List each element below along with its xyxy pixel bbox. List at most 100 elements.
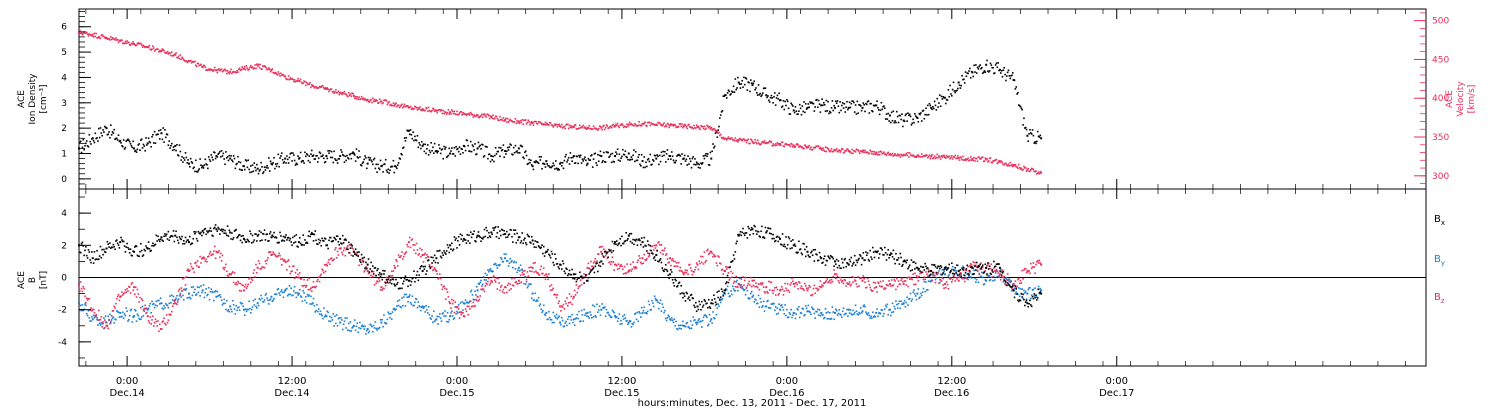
data-dot (981, 156, 984, 158)
data-dot (553, 164, 555, 167)
data-dot (234, 229, 237, 232)
data-dot (574, 318, 577, 320)
data-dot (437, 150, 439, 153)
data-dot (555, 123, 558, 126)
data-dot (535, 270, 537, 273)
data-dot (1000, 160, 1003, 163)
data-dot (748, 81, 750, 84)
data-dot (414, 301, 416, 304)
data-dot (533, 120, 536, 123)
data-dot (823, 282, 825, 285)
data-dot (576, 128, 579, 130)
data-dot (134, 293, 136, 296)
data-dot (768, 306, 770, 309)
data-dot (298, 272, 301, 274)
data-dot (243, 239, 246, 241)
data-dot (626, 319, 628, 322)
data-dot (224, 163, 226, 166)
data-dot (114, 248, 116, 251)
data-dot (406, 243, 408, 246)
data-dot (959, 87, 962, 89)
data-dot (862, 305, 865, 308)
data-dot (417, 301, 420, 303)
data-dot (418, 108, 420, 110)
data-dot (880, 151, 883, 153)
data-dot (822, 314, 824, 316)
data-dot (226, 225, 229, 227)
data-dot (353, 319, 356, 321)
data-dot (299, 78, 302, 81)
data-dot (212, 253, 214, 255)
data-dot (591, 265, 593, 268)
data-dot (897, 121, 900, 124)
data-dot (269, 251, 272, 253)
data-dot (910, 154, 913, 157)
data-point (490, 115, 493, 118)
data-dot (397, 104, 400, 106)
data-dot (239, 282, 242, 285)
data-dot (425, 305, 427, 307)
data-dot (626, 263, 628, 265)
data-dot (484, 145, 487, 148)
data-dot (168, 51, 171, 54)
data-dot (611, 152, 614, 155)
data-dot (453, 311, 456, 314)
data-dot (87, 35, 90, 37)
data-dot (328, 239, 330, 242)
data-dot (594, 314, 597, 317)
data-dot (97, 319, 99, 321)
data-dot (337, 254, 340, 256)
data-dot (811, 293, 814, 296)
data-dot (140, 316, 143, 318)
data-dot (354, 252, 357, 255)
data-dot (519, 274, 522, 277)
data-dot (117, 311, 120, 314)
data-dot (606, 125, 609, 127)
data-dot (246, 166, 249, 169)
data-dot (335, 314, 338, 316)
data-dot (453, 146, 456, 149)
data-dot (199, 64, 201, 67)
data-dot (727, 136, 730, 138)
data-dot (331, 319, 334, 321)
data-dot (232, 155, 235, 157)
data-dot (731, 293, 733, 296)
data-dot (552, 162, 554, 165)
data-dot (250, 308, 253, 311)
data-dot (1013, 79, 1016, 82)
data-dot (1025, 170, 1028, 173)
data-dot (100, 34, 103, 37)
data-dot (977, 68, 980, 70)
data-dot (807, 103, 810, 105)
data-dot (1015, 286, 1018, 289)
data-point (875, 286, 878, 289)
data-dot (763, 87, 766, 89)
data-dot (454, 301, 457, 303)
data-dot (877, 281, 879, 284)
data-dot (493, 263, 496, 266)
data-dot (1007, 279, 1010, 281)
data-dot (811, 307, 814, 310)
data-dot (430, 141, 433, 144)
data-dot (371, 160, 373, 163)
data-dot (425, 273, 427, 275)
data-dot (409, 284, 412, 286)
data-dot (140, 44, 143, 46)
data-dot (899, 307, 902, 310)
data-dot (141, 299, 144, 302)
data-dot (248, 168, 250, 171)
data-dot (699, 167, 701, 169)
data-dot (950, 93, 952, 95)
data-point (119, 241, 122, 244)
data-dot (91, 309, 93, 312)
data-dot (438, 315, 440, 318)
data-dot (691, 126, 694, 129)
data-point (971, 157, 974, 160)
data-dot (438, 144, 440, 146)
data-dot (941, 98, 944, 100)
data-dot (577, 127, 579, 130)
data-dot (153, 321, 156, 324)
data-dot (680, 270, 682, 272)
data-dot (560, 305, 563, 307)
data-dot (871, 311, 874, 314)
